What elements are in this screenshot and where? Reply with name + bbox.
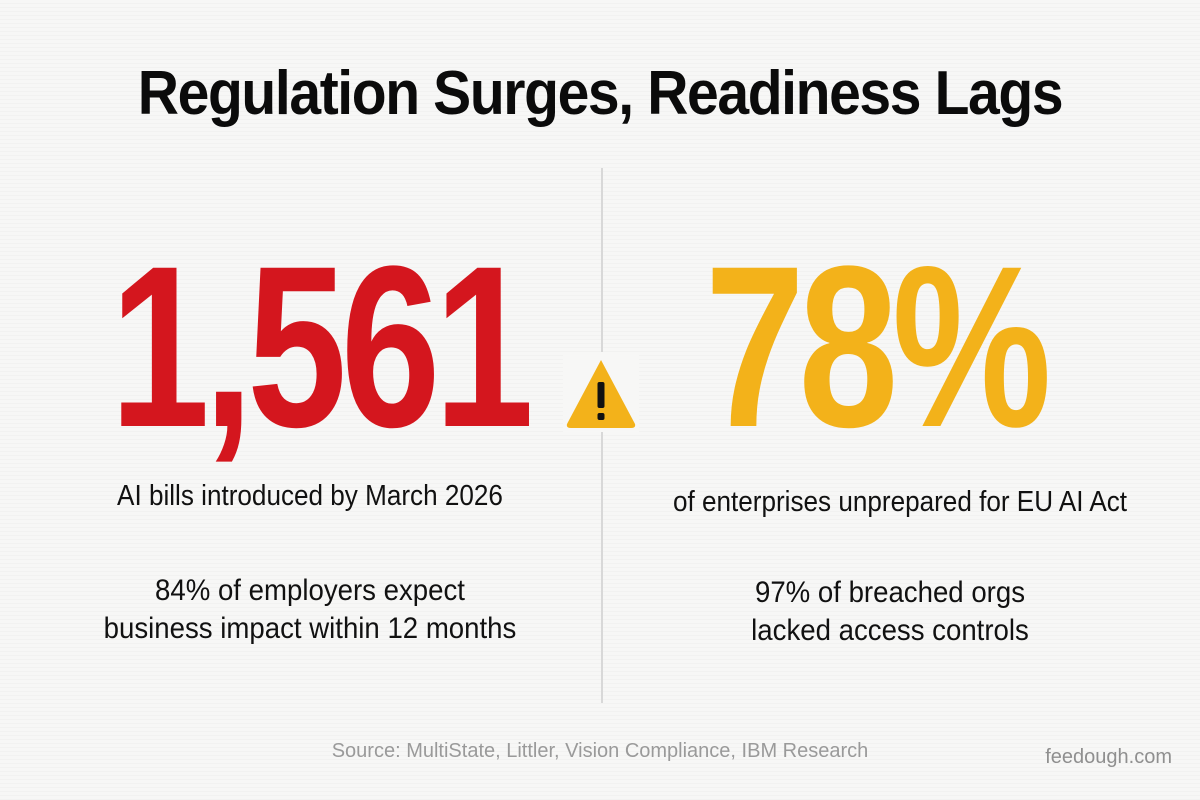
brand-watermark: feedough.com xyxy=(1045,746,1172,768)
left-detail-line-2: business impact within 12 months xyxy=(103,612,517,645)
left-caption: AI bills introduced by March 2026 xyxy=(117,480,503,512)
warning-icon xyxy=(563,352,639,432)
left-detail: 84% of employers expect business impact … xyxy=(80,572,540,648)
warning-triangle-shape xyxy=(566,360,636,428)
right-caption: of enterprises unprepared for EU AI Act xyxy=(672,486,1128,518)
left-detail-line-1: 84% of employers expect xyxy=(155,574,465,607)
source-note: Source: MultiState, Littler, Vision Comp… xyxy=(331,740,869,762)
page-title: Regulation Surges, Readiness Lags xyxy=(137,59,1064,128)
vertical-divider xyxy=(601,168,603,703)
right-big-stat: 78% xyxy=(705,218,1052,475)
right-detail: 97% of breached orgs lacked access contr… xyxy=(660,574,1120,650)
left-big-stat: 1,561 xyxy=(110,218,534,475)
right-detail-line-1: 97% of breached orgs xyxy=(754,576,1026,609)
right-detail-line-2: lacked access controls xyxy=(751,614,1029,647)
